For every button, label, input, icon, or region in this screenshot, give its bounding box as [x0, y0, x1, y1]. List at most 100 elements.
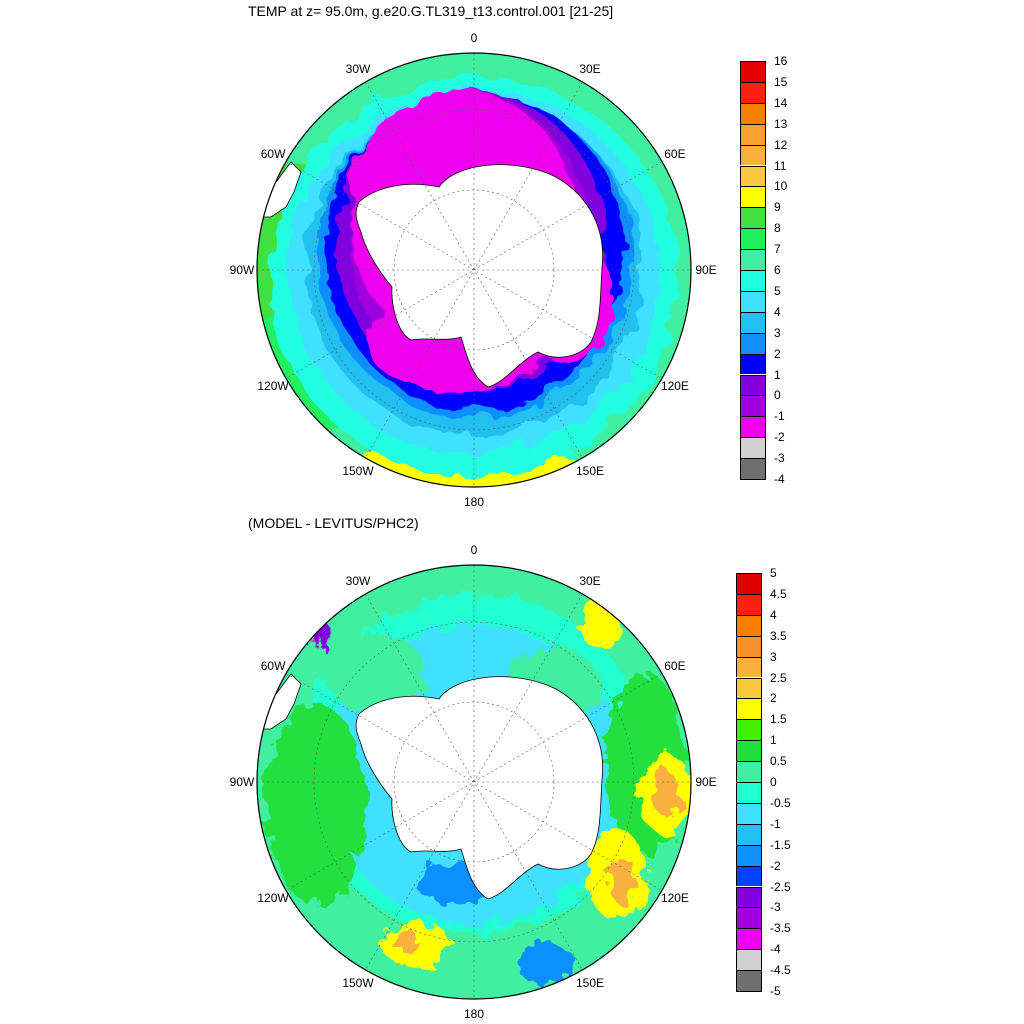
- colorbar-label: 13: [774, 116, 788, 131]
- colorbar-label: -0.5: [770, 795, 791, 810]
- longitude-label: 30W: [345, 62, 371, 77]
- colorbar-swatch: [736, 970, 762, 992]
- colorbar-swatch: [736, 573, 762, 594]
- colorbar-label: 5: [770, 566, 777, 580]
- longitude-label: 90E: [695, 775, 717, 789]
- antarctica-landmass: [355, 164, 604, 388]
- colorbar-swatch: [740, 270, 766, 291]
- colorbar-swatch: [740, 437, 766, 459]
- difference-polar-map: [256, 564, 692, 1000]
- colorbar-swatch: [736, 802, 762, 824]
- colorbar-swatch: [740, 290, 766, 312]
- colorbar-label: 4.5: [770, 586, 787, 601]
- colorbar-label: 0: [774, 388, 781, 403]
- longitude-label: 90E: [695, 263, 717, 277]
- colorbar-label: 2: [774, 346, 781, 361]
- colorbar-label: 10: [774, 179, 788, 194]
- longitude-label: 180: [463, 495, 485, 509]
- colorbar-label: -2: [774, 430, 785, 445]
- colorbar-swatch: [736, 740, 762, 762]
- longitude-label: 120W: [257, 379, 289, 393]
- colorbar-swatch: [740, 249, 766, 270]
- colorbar-label: -5: [770, 984, 781, 998]
- colorbar-swatch: [736, 886, 762, 908]
- colorbar-swatch: [736, 949, 762, 971]
- colorbar-swatch: [740, 395, 766, 417]
- colorbar-label: -4: [774, 472, 785, 486]
- longitude-label: 150E: [575, 463, 605, 478]
- colorbar-label: 1: [770, 733, 777, 748]
- longitude-label: 150E: [575, 975, 605, 990]
- temperature-polar-map: [256, 52, 692, 488]
- colorbar-label: 0.5: [770, 754, 787, 769]
- colorbar-label: 2: [770, 691, 777, 706]
- colorbar-swatch: [740, 144, 766, 166]
- colorbar-swatch: [740, 165, 766, 187]
- colorbar-label: 4: [770, 607, 777, 622]
- longitude-label: 0: [470, 31, 478, 45]
- colorbar-label: -4: [770, 942, 781, 957]
- colorbar-swatch: [740, 186, 766, 208]
- colorbar-label: 16: [774, 54, 788, 68]
- colorbar-label: 12: [774, 137, 788, 152]
- longitude-label: 30W: [345, 574, 371, 589]
- colorbar-label: -3.5: [770, 921, 791, 936]
- colorbar-swatch: [736, 823, 762, 845]
- colorbar-swatch: [740, 102, 766, 124]
- colorbar-label: -1: [770, 816, 781, 831]
- colorbar-label: 9: [774, 200, 781, 215]
- longitude-label: 60W: [260, 147, 286, 161]
- colorbar-swatch: [736, 907, 762, 929]
- longitude-label: 60W: [260, 659, 286, 673]
- colorbar-swatch: [740, 123, 766, 145]
- longitude-label: 30E: [579, 62, 601, 77]
- colorbar-swatch: [740, 332, 766, 354]
- colorbar-swatch: [736, 844, 762, 866]
- colorbar-swatch: [740, 207, 766, 229]
- longitude-label: 60E: [664, 147, 686, 161]
- colorbar-label: 0: [770, 775, 777, 789]
- plot-title-difference: (MODEL - LEVITUS/PHC2): [248, 515, 419, 531]
- longitude-label: 60E: [664, 659, 686, 673]
- colorbar-label: -1: [774, 409, 785, 424]
- longitude-label: 90W: [229, 775, 255, 789]
- colorbar-swatch: [740, 311, 766, 333]
- colorbar-label: -3: [770, 900, 781, 915]
- longitude-label: 150W: [342, 975, 374, 990]
- colorbar-swatch: [736, 614, 762, 636]
- colorbar-swatch: [740, 374, 766, 396]
- colorbar-swatch: [736, 677, 762, 699]
- colorbar-label: 8: [774, 221, 781, 236]
- colorbar-swatch: [740, 458, 766, 480]
- colorbar-label: -2.5: [770, 879, 791, 894]
- colorbar-label: -4.5: [770, 963, 791, 978]
- longitude-label: 120W: [257, 891, 289, 905]
- colorbar-swatch: [740, 228, 766, 250]
- colorbar-label: 3.5: [770, 628, 787, 643]
- colorbar-swatch: [740, 61, 766, 82]
- colorbar-swatch: [736, 761, 762, 782]
- longitude-label: 120E: [660, 891, 689, 905]
- colorbar-label: 11: [774, 158, 787, 173]
- colorbar-swatch: [736, 865, 762, 887]
- colorbar-label: -2: [770, 858, 781, 873]
- antarctica-landmass: [355, 676, 604, 900]
- longitude-label: 150W: [342, 463, 374, 478]
- colorbar-label: 3: [774, 325, 781, 340]
- colorbar-label: 15: [774, 74, 788, 89]
- plot-title-temperature: TEMP at z= 95.0m, g.e20.G.TL319_t13.cont…: [248, 3, 614, 19]
- colorbar-swatch: [736, 698, 762, 720]
- colorbar-swatch: [740, 416, 766, 438]
- colorbar-label: 14: [774, 95, 788, 110]
- colorbar-label: 1.5: [770, 712, 787, 727]
- colorbar-label: 6: [774, 263, 781, 277]
- colorbar-swatch: [740, 81, 766, 103]
- longitude-label: 180: [463, 1007, 485, 1021]
- colorbar-label: -3: [774, 451, 785, 466]
- colorbar-label: 4: [774, 304, 781, 319]
- colorbar-label: 7: [774, 242, 781, 257]
- colorbar-swatch: [736, 928, 762, 950]
- colorbar-label: 5: [774, 283, 781, 298]
- colorbar-label: -1.5: [770, 837, 791, 852]
- colorbar-swatch: [736, 593, 762, 615]
